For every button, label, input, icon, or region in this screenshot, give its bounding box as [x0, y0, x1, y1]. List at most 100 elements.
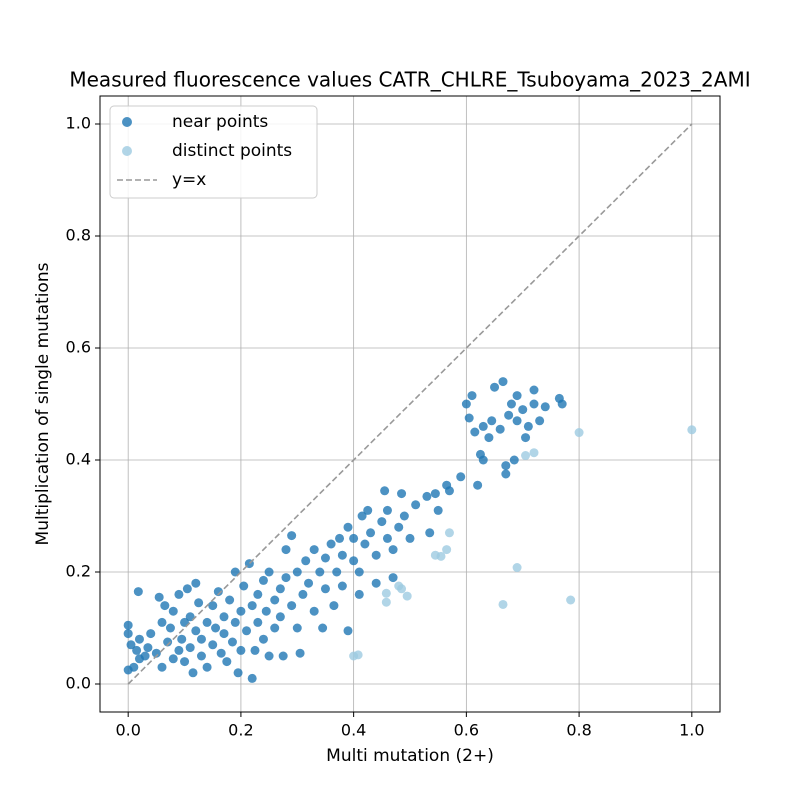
scatter-point [134, 634, 144, 644]
scatter-point [140, 651, 150, 661]
scatter-point [216, 648, 226, 658]
scatter-point [247, 601, 257, 611]
scatter-point [123, 620, 133, 630]
scatter-point [253, 617, 263, 627]
scatter-point [202, 662, 212, 672]
scatter-point [501, 469, 511, 479]
scatter-point [382, 533, 392, 543]
scatter-point [208, 601, 218, 611]
scatter-point [213, 587, 223, 597]
scatter-point [196, 651, 206, 661]
y-tick-label: 0.6 [66, 338, 91, 357]
scatter-point [484, 433, 494, 443]
scatter-point [157, 617, 167, 627]
chart-title: Measured fluorescence values CATR_CHLRE_… [69, 68, 750, 92]
scatter-point [332, 567, 342, 577]
scatter-point [487, 416, 497, 426]
scatter-point [177, 634, 187, 644]
scatter-point [456, 472, 466, 482]
scatter-point [523, 421, 533, 431]
y-tick-label: 0.0 [66, 674, 91, 693]
scatter-point [461, 399, 471, 409]
scatter-point [357, 511, 367, 521]
scatter-point [512, 416, 522, 426]
scatter-point [239, 581, 249, 591]
x-axis-label: Multi mutation (2+) [326, 746, 494, 766]
scatter-point [191, 578, 201, 588]
scatter-point [309, 545, 319, 555]
scatter-point [168, 606, 178, 616]
scatter-point [281, 545, 291, 555]
scatter-point [381, 588, 391, 598]
y-tick-label: 1.0 [66, 114, 91, 133]
scatter-point [236, 606, 246, 616]
scatter-point [343, 626, 353, 636]
scatter-point [388, 573, 398, 583]
scatter-point [337, 550, 347, 560]
scatter-point [196, 634, 206, 644]
scatter-point [315, 567, 325, 577]
scatter-point [377, 517, 387, 527]
scatter-point [343, 522, 353, 532]
y-tick-label: 0.4 [66, 450, 91, 469]
scatter-point [270, 623, 280, 633]
scatter-point [264, 567, 274, 577]
scatter-point [219, 612, 229, 622]
scatter-point [194, 598, 204, 608]
scatter-point [504, 410, 514, 420]
scatter-point [470, 427, 480, 437]
x-tick-label: 0.4 [341, 721, 366, 740]
scatter-point [174, 589, 184, 599]
scatter-point [509, 455, 519, 465]
scatter-point [433, 505, 443, 515]
scatter-point [444, 486, 454, 496]
scatter-point [371, 578, 381, 588]
scatter-point [191, 626, 201, 636]
scatter-point [467, 391, 477, 401]
scatter-point [473, 480, 483, 490]
scatter-point [380, 486, 390, 496]
scatter-point [275, 584, 285, 594]
legend-label: near points [172, 112, 268, 132]
scatter-point [320, 584, 330, 594]
scatter-point [126, 640, 136, 650]
scatter-point [512, 391, 522, 401]
scatter-point [227, 637, 237, 647]
scatter-point [292, 567, 302, 577]
legend-label: distinct points [172, 141, 292, 161]
scatter-point [174, 645, 184, 655]
scatter-point [529, 448, 539, 458]
scatter-point [151, 648, 161, 658]
scatter-point [430, 489, 440, 499]
scatter-point [318, 623, 328, 633]
scatter-point [157, 662, 167, 672]
scatter-point [382, 505, 392, 515]
scatter-point [687, 425, 697, 435]
scatter-point [143, 643, 153, 653]
scatter-point [354, 567, 364, 577]
scatter-point [261, 606, 271, 616]
scatter-point [381, 597, 391, 607]
scatter-point [275, 612, 285, 622]
scatter-point [208, 640, 218, 650]
scatter-point [281, 573, 291, 583]
scatter-point [188, 668, 198, 678]
scatter-point [287, 601, 297, 611]
scatter-point [301, 556, 311, 566]
x-tick-label: 0.6 [454, 721, 479, 740]
scatter-point [335, 533, 345, 543]
scatter-point [329, 601, 339, 611]
scatter-point [366, 528, 376, 538]
scatter-point [535, 416, 545, 426]
legend-label: y=x [172, 170, 206, 190]
scatter-point [501, 461, 511, 471]
scatter-point [394, 522, 404, 532]
scatter-point [495, 424, 505, 434]
scatter-point [529, 399, 539, 409]
scatter-point [320, 553, 330, 563]
scatter-point [253, 589, 263, 599]
scatter-point [490, 382, 500, 392]
scatter-point [422, 491, 432, 501]
scatter-point [498, 377, 508, 387]
scatter-point [444, 528, 454, 538]
